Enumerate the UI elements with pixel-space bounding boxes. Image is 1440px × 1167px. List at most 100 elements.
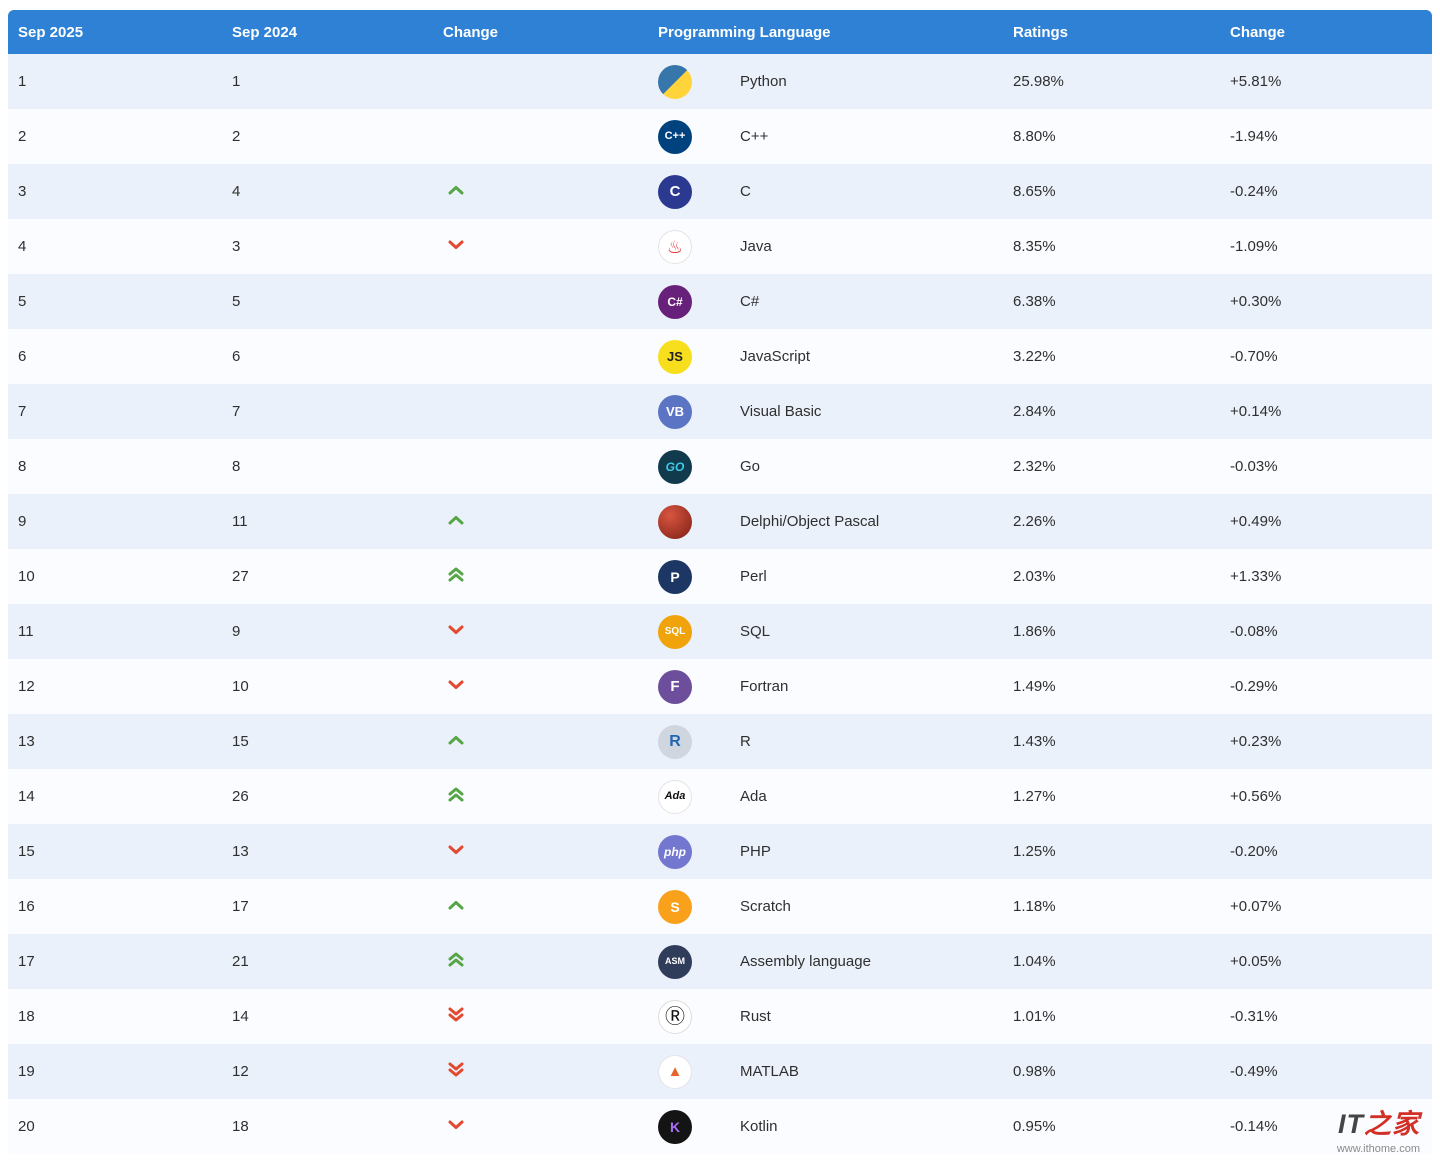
rank-2025: 14 [18,788,35,805]
rank-2024: 11 [232,513,248,530]
rank-change-indicator [447,1006,465,1023]
ratings-change-value: -0.14% [1230,1118,1278,1135]
rank-2024: 26 [232,788,249,805]
ratings-value: 25.98% [1013,73,1064,90]
ratings-value: 1.43% [1013,733,1056,750]
rank-2025: 17 [18,953,35,970]
ratings-value: 1.25% [1013,843,1056,860]
header-ratings-change: Change [1230,23,1286,41]
scratch-icon: S [658,889,692,924]
table-row: 14 26 Ada Ada 1.27% +0.56% [8,769,1432,824]
ratings-value: 2.84% [1013,403,1056,420]
php-icon: php [658,834,692,869]
language-name: Java [740,238,772,255]
ratings-value: 2.26% [1013,513,1056,530]
rank-2024: 18 [232,1118,249,1135]
header-ratings: Ratings [1013,23,1069,41]
table-row: 13 15 R R 1.43% +0.23% [8,714,1432,769]
table-row: 2 2 C++ C++ 8.80% -1.94% [8,109,1432,164]
language-name: C# [740,293,760,310]
ratings-change-value: +1.33% [1230,568,1282,585]
language-name: Visual Basic [740,403,822,420]
rank-2025: 7 [18,403,27,420]
ratings-value: 2.03% [1013,568,1056,585]
visual-basic-icon: VB [658,394,692,429]
language-name: MATLAB [740,1063,799,1080]
table-row: 3 4 C C 8.65% -0.24% [8,164,1432,219]
delphi-icon [658,504,692,539]
ratings-value: 8.65% [1013,183,1056,200]
rank-change-indicator [447,844,465,856]
language-name: Assembly language [740,953,871,970]
ratings-change-value: -0.03% [1230,458,1278,475]
language-name: R [740,733,751,750]
rank-2025: 3 [18,183,27,200]
ratings-value: 8.80% [1013,128,1056,145]
header-sep-2024: Sep 2024 [232,23,298,41]
rank-2025: 6 [18,348,27,365]
language-name: Ada [740,788,767,805]
ratings-change-value: +0.30% [1230,293,1282,310]
table-row: 1 1 Python 25.98% +5.81% [8,54,1432,109]
language-name: Python [740,73,787,90]
rank-change-indicator [447,1061,465,1078]
python-icon [658,64,692,99]
table-row: 8 8 GO Go 2.32% -0.03% [8,439,1432,494]
csharp-icon: C# [658,284,692,319]
table-row: 20 18 K Kotlin 0.95% -0.14% [8,1099,1432,1154]
rank-2025: 4 [18,238,27,255]
ratings-value: 3.22% [1013,348,1056,365]
rank-2024: 27 [232,568,249,585]
ratings-value: 1.49% [1013,678,1056,695]
rank-2025: 11 [18,623,34,640]
rank-change-indicator [447,734,465,746]
language-name: PHP [740,843,771,860]
ratings-change-value: -0.31% [1230,1008,1278,1025]
ratings-value: 6.38% [1013,293,1056,310]
table-row: 19 12 ▲ MATLAB 0.98% -0.49% [8,1044,1432,1099]
language-name: C++ [740,128,769,145]
rank-change-indicator [447,679,465,691]
table-row: 15 13 php PHP 1.25% -0.20% [8,824,1432,879]
rank-2024: 10 [232,678,249,695]
ratings-value: 2.32% [1013,458,1056,475]
rank-change-indicator [447,899,465,911]
matlab-icon: ▲ [658,1054,692,1089]
rank-2024: 3 [232,238,241,255]
rank-change-indicator [447,624,465,636]
tiobe-index-table: Sep 2025 Sep 2024 Change Programming Lan… [8,10,1432,1154]
rank-2025: 8 [18,458,27,475]
rank-2025: 1 [18,73,27,90]
ratings-value: 1.86% [1013,623,1056,640]
rank-2024: 2 [232,128,241,145]
table-row: 9 11 Delphi/Object Pascal 2.26% +0.49% [8,494,1432,549]
ratings-change-value: +0.05% [1230,953,1282,970]
fortran-icon: F [658,669,692,704]
table-row: 17 21 ASM Assembly language 1.04% +0.05% [8,934,1432,989]
table-row: 12 10 F Fortran 1.49% -0.29% [8,659,1432,714]
rank-2024: 6 [232,348,241,365]
rank-change-indicator [447,951,465,968]
rank-change-indicator [447,514,465,526]
rank-2024: 4 [232,183,241,200]
table-row: 18 14 Ⓡ Rust 1.01% -0.31% [8,989,1432,1044]
table-row: 4 3 ♨ Java 8.35% -1.09% [8,219,1432,274]
ratings-change-value: +5.81% [1230,73,1282,90]
table-row: 16 17 S Scratch 1.18% +0.07% [8,879,1432,934]
go-icon: GO [658,449,692,484]
table-row: 10 27 P Perl 2.03% +1.33% [8,549,1432,604]
javascript-icon: JS [658,339,692,374]
rank-2024: 12 [232,1063,249,1080]
rank-2024: 5 [232,293,241,310]
rank-2025: 15 [18,843,35,860]
ratings-change-value: -0.49% [1230,1063,1278,1080]
language-name: Kotlin [740,1118,778,1135]
language-name: Go [740,458,761,475]
rank-2025: 9 [18,513,27,530]
table-row: 6 6 JS JavaScript 3.22% -0.70% [8,329,1432,384]
ratings-value: 8.35% [1013,238,1056,255]
rank-2024: 17 [232,898,249,915]
java-icon: ♨ [658,229,692,264]
ratings-change-value: +0.14% [1230,403,1282,420]
rank-change-indicator [447,566,465,583]
